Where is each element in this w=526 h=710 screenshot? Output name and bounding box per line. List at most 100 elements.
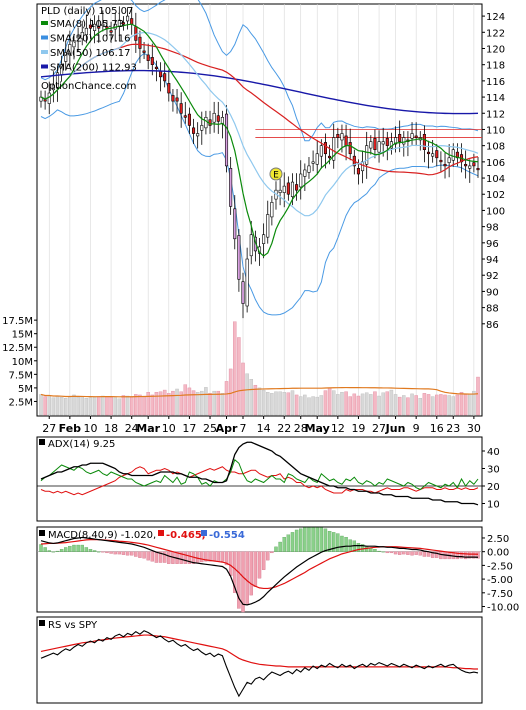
candle-body [68,44,72,56]
macd-histogram-bar [43,547,47,552]
watermark-text: OptionChance.com [41,81,136,92]
macd-histogram-bar [422,551,427,557]
volume-bar [261,389,266,416]
x-axis-date-label: 19 [351,422,365,435]
macd-tick-label: 0.00 [487,548,509,559]
rs-panel-label: RS vs SPY [48,620,98,631]
macd-histogram-bar [84,547,89,552]
candle-body [179,103,183,114]
volume-bar [319,395,324,416]
candle-body [348,142,352,155]
macd-histogram-bar [364,546,369,552]
candle-body [159,70,163,78]
volume-bar [373,391,377,416]
volume-bar [249,379,254,416]
macd-histogram-bar [266,551,270,561]
volume-bar [183,384,188,416]
price-tick-label: 98 [486,223,499,234]
macd-histogram-bar [286,534,291,552]
volume-bar [39,394,43,416]
candle-body [212,112,216,123]
candle-body [336,134,340,138]
volume-tick-label: 15M [12,330,33,341]
candle-body [476,168,480,171]
macd-histogram-bar [228,551,233,576]
macd-histogram-bar [212,551,216,562]
volume-bar [430,396,435,416]
volume-bar [336,394,340,416]
macd-histogram-bar [369,547,373,552]
macd-histogram-bar [323,528,328,552]
candle-body [175,97,179,102]
volume-bar [138,394,142,416]
candle-body [224,113,229,167]
candle-body [344,135,348,146]
volume-bar [311,396,315,416]
volume-bar [171,390,175,416]
volume-tick-label: 10M [12,357,33,368]
candle-body [51,84,55,91]
macd-tick-label: 2.50 [487,534,509,545]
macd-histogram-bar [463,551,468,560]
macd-histogram-bar [468,551,472,559]
volume-bar [435,394,439,416]
price-tick-label: 106 [486,158,505,169]
candle-body [200,125,204,131]
volume-bar [158,391,163,416]
candle-body [365,145,369,165]
volume-bar [257,387,262,416]
volume-bar [385,391,390,416]
macd-histogram-bar [51,551,56,553]
adx-tick-label: 10 [487,500,500,511]
macd-histogram-bar [167,551,171,564]
volume-bar [468,393,472,416]
x-axis-date-label: 10 [162,422,176,435]
volume-bar [113,397,117,416]
macd-histogram-bar [237,551,241,609]
macd-panel-label: MACD(8,40,9) -1.020, [48,530,156,541]
volume-bar [129,396,134,416]
volume-bar [406,397,410,416]
macd-histogram-bar [241,551,245,613]
volume-tick-label: 2.5M [8,397,33,408]
volume-bar [331,390,336,416]
volume-bar [175,388,179,416]
x-axis-date-label: 22 [277,422,291,435]
candle-body [270,202,274,218]
macd-histogram-bar [307,527,311,552]
adx-panel-label: ADX(14) 9.25 [48,439,115,450]
volume-bar [381,392,385,416]
x-axis-date-label: Mar [136,422,160,435]
macd-histogram-bar [76,544,80,552]
candle-body [278,189,282,193]
candle-body [439,159,443,163]
macd-histogram-bar [299,528,303,552]
volume-tick-label: 17.5M [2,316,33,327]
macd-tick-label: -10.00 [487,603,519,614]
macd-histogram-bar [418,551,422,556]
macd-signal-value: -0.465, [166,530,206,541]
volume-tick-label: 12.5M [2,343,33,354]
macd-histogram-bar [389,551,394,554]
x-axis-date-label: 30 [467,422,481,435]
macd-histogram-bar [253,551,258,587]
x-axis-date-label: 9 [413,422,420,435]
candle-body [435,150,439,159]
candle-body [80,31,84,40]
volume-bar [282,392,286,416]
bollinger-lower-band [40,52,479,316]
candle-body [47,92,51,104]
chart-symbol-title: PLD (daily) 105.07 [41,6,133,17]
volume-bar [68,396,72,416]
macd-histogram-bar [249,551,253,596]
volume-bar [228,368,233,416]
macd-histogram-bar [336,533,340,552]
price-tick-label: 124 [486,12,505,23]
candle-body [171,95,175,102]
candle-body [315,153,319,165]
x-axis-date-label: 24 [125,422,139,435]
x-axis-date-label: 18 [104,422,118,435]
volume-bar [59,396,64,416]
volume-bar [348,396,352,416]
